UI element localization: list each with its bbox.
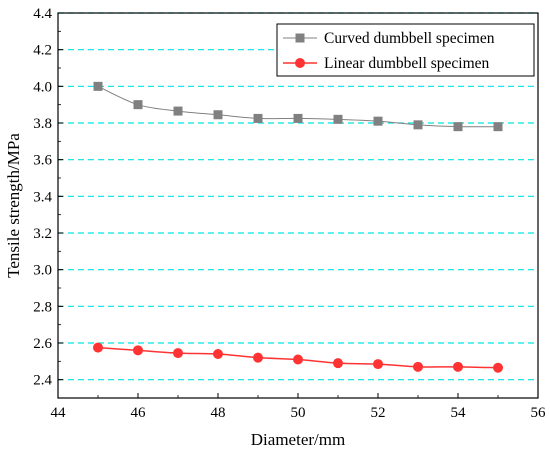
y-tick-label: 3.6: [33, 153, 52, 169]
series-curved: [93, 81, 503, 132]
data-point-square: [133, 100, 143, 110]
legend-box: [276, 23, 535, 77]
x-axis-title: Diameter/mm: [251, 430, 345, 449]
data-point-circle: [493, 362, 503, 373]
y-tick-label: 2.6: [33, 336, 52, 352]
y-tick-label: 3.2: [33, 226, 52, 242]
y-tick-label: 2.4: [33, 373, 52, 389]
data-point-square: [493, 122, 503, 132]
data-point-circle: [413, 361, 423, 372]
data-point-square: [173, 106, 183, 116]
y-tick-label: 3.0: [33, 263, 52, 279]
data-point-circle: [213, 349, 223, 359]
legend-marker-square: [295, 33, 305, 43]
legend-item: Linear dumbbell specimen: [283, 55, 490, 72]
y-tick-label: 4.2: [33, 43, 52, 59]
data-point-circle: [133, 345, 143, 356]
x-tick-label: 46: [131, 405, 147, 421]
data-point-square: [213, 110, 223, 120]
y-tick-label: 4.4: [33, 6, 52, 22]
data-point-circle: [453, 361, 463, 372]
y-tick-label: 4.0: [33, 79, 52, 95]
legend: Curved dumbbell specimen Linear dumbbell …: [276, 23, 535, 77]
x-tick-label: 54: [451, 405, 467, 421]
data-point-square: [293, 113, 303, 123]
y-tick-label: 2.8: [33, 299, 52, 315]
data-point-square: [93, 81, 103, 91]
data-point-circle: [253, 352, 263, 363]
y-tick-label: 3.8: [33, 116, 52, 132]
y-tick-label: 3.4: [33, 189, 52, 205]
x-tick-label: 52: [371, 405, 386, 421]
data-point-circle: [293, 354, 303, 365]
x-tick-label: 44: [51, 405, 67, 421]
y-axis-title: Tensile strength/MPa: [4, 133, 23, 278]
x-tick-label: 50: [291, 405, 306, 421]
data-point-square: [333, 114, 343, 124]
data-point-square: [413, 120, 423, 130]
axis-ticks: 2.4 2.6 2.8 3.0 3.2 3.4 3.6 3.8 4.0 4.2 4.4 44 46 48 5…: [33, 6, 546, 421]
legend-item: Curved dumbbell specimen: [283, 30, 495, 47]
legend-marker-circle: [295, 58, 305, 68]
series-linear: [93, 342, 503, 373]
data-point-circle: [173, 348, 183, 359]
legend-label: Curved dumbbell specimen: [324, 30, 495, 47]
x-tick-label: 56: [531, 405, 547, 421]
legend-label: Linear dumbbell specimen: [324, 55, 490, 72]
data-point-circle: [93, 342, 103, 353]
data-point-square: [253, 113, 263, 123]
data-point-circle: [373, 359, 383, 370]
x-tick-label: 48: [211, 405, 226, 421]
plot-area: [93, 81, 503, 373]
data-point-circle: [333, 358, 343, 369]
data-point-square: [373, 116, 383, 126]
data-point-square: [453, 122, 463, 132]
